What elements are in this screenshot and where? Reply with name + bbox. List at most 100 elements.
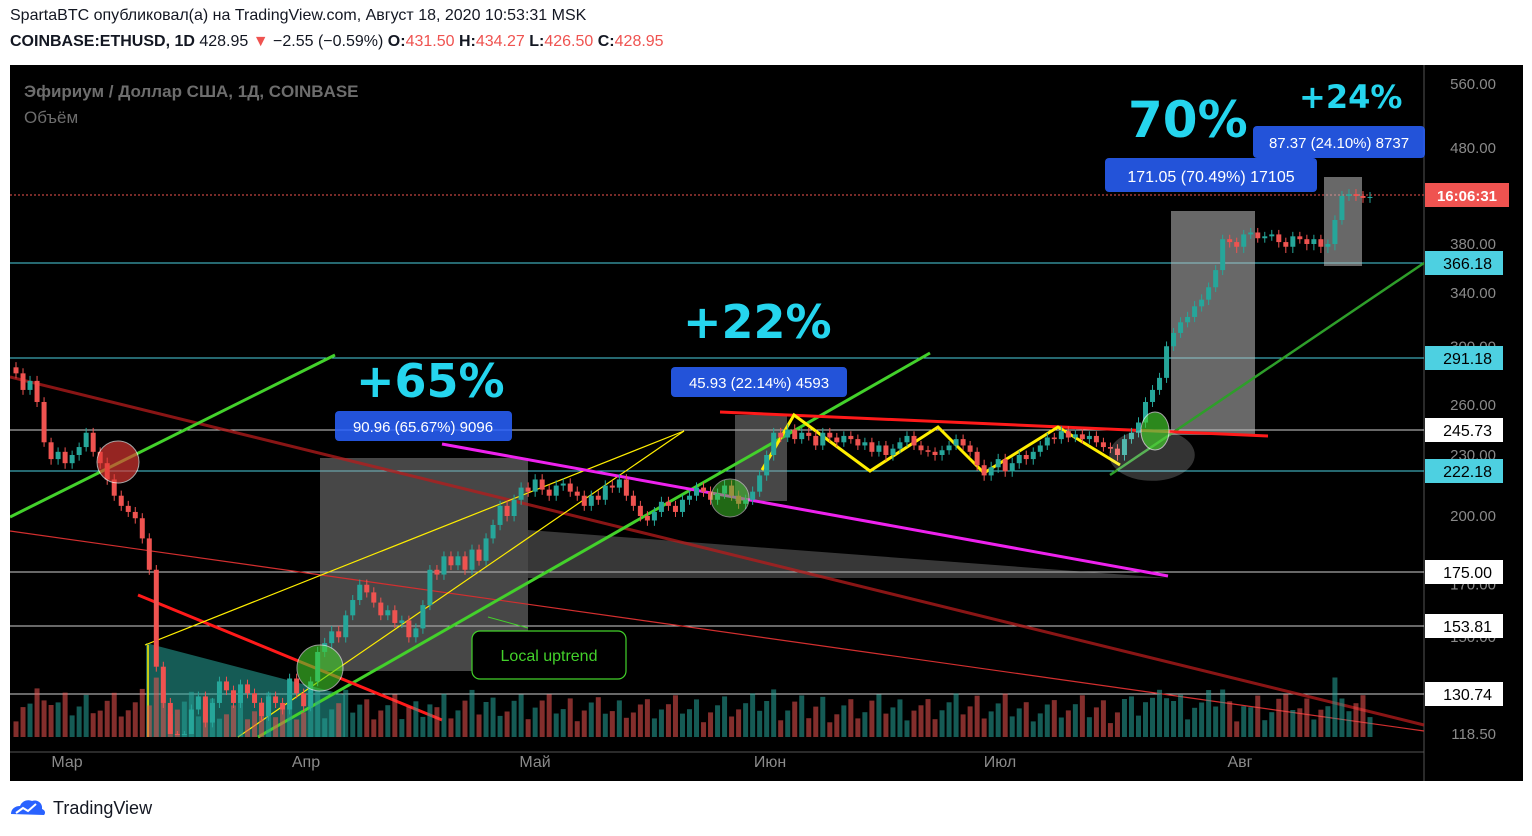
volume-bar [329, 709, 335, 737]
candle-body [1100, 442, 1106, 448]
candle-body [1143, 401, 1149, 423]
candle-body [308, 681, 314, 707]
candle-body [1332, 220, 1338, 244]
volume-bar [869, 700, 875, 737]
candle-body [273, 696, 279, 703]
volume-bar [139, 688, 145, 737]
low-value: 426.50 [544, 33, 594, 50]
open-label: O: [387, 33, 406, 50]
volume-bar [778, 720, 784, 737]
candle-body [1016, 455, 1022, 464]
high-value: 434.27 [475, 33, 525, 50]
volume-bar [1304, 698, 1310, 737]
gain-label-22: +22% [683, 295, 832, 349]
candle-body [1227, 239, 1233, 243]
candle-body [665, 501, 671, 506]
volume-bar [223, 714, 229, 737]
volume-bar [715, 705, 721, 737]
volume-bar [1065, 710, 1071, 737]
chart-panel[interactable]: Эфириум / Доллар США, 1Д, COINBASE Объём… [10, 65, 1523, 781]
candle-body [708, 491, 714, 500]
volume-bar [245, 719, 251, 737]
footer-brand[interactable]: TradingView [8, 797, 152, 819]
pennant-shade [528, 530, 1168, 578]
volume-bar [76, 706, 82, 737]
volume-bar [932, 719, 938, 737]
volume-bar [1016, 708, 1022, 737]
candle-body [188, 709, 194, 734]
measure-label-70: 171.05 (70.49%) 17105 [1105, 158, 1317, 192]
candle-body [553, 485, 559, 496]
volume-bar [1093, 707, 1099, 737]
price-axis[interactable]: 560.00480.00380.00340.00300.00260.00230.… [1450, 76, 1496, 743]
volume-bar [357, 704, 363, 737]
volume-bar [897, 699, 903, 737]
candle-body [329, 631, 335, 644]
candle-body [1037, 445, 1043, 452]
level-tag-6 [1425, 682, 1503, 706]
price-chart[interactable]: Эфириум / Доллар США, 1Д, COINBASE Объём… [10, 65, 1523, 781]
volume-bar [406, 706, 412, 737]
candles [13, 189, 1373, 735]
symbol-name[interactable]: COINBASE:ETHUSD, 1D [10, 33, 195, 50]
volume-bar [567, 698, 573, 737]
candle-body [651, 511, 657, 521]
candle-body [202, 696, 208, 723]
countdown-label: 16:06:31 [1425, 183, 1509, 207]
volume-bar [539, 700, 545, 737]
candle-body [216, 681, 222, 703]
volume-bar [195, 716, 201, 737]
volume-bar [967, 706, 973, 737]
open-value: 431.50 [405, 33, 455, 50]
green-breakout-circle-2 [710, 478, 750, 518]
down-arrow-icon: ▼ [252, 33, 269, 50]
candle-body [1157, 377, 1163, 390]
candle-body [539, 479, 545, 490]
volume-bar [813, 706, 819, 737]
candle-body [1283, 242, 1289, 247]
volume-bar [637, 704, 643, 737]
green-breakout-circle-3 [1140, 411, 1170, 451]
candle-body [350, 600, 356, 616]
candle-body [1079, 434, 1085, 440]
major-downtrend-line [10, 375, 1425, 727]
volume-bar [806, 718, 812, 737]
candle-body [609, 485, 615, 488]
symbol-bar: COINBASE:ETHUSD, 1D 428.95 ▼ −2.55 (−0.5… [10, 33, 664, 51]
candle-body [750, 491, 756, 500]
volume-bar [392, 694, 398, 737]
volume-bar [294, 719, 300, 737]
candle-body [644, 516, 650, 521]
candle-body [686, 495, 692, 500]
volume-bar [308, 700, 314, 737]
gain-label-65: +65% [356, 354, 505, 408]
level-label-6: 130.74 [1443, 687, 1492, 704]
candle-body [1199, 299, 1205, 307]
volume-bar [483, 702, 489, 737]
candle-body [413, 628, 419, 638]
candle-body [476, 549, 482, 561]
candle-body [792, 429, 798, 440]
time-axis[interactable]: Мар Апр Май Июн Июл Авг [51, 754, 1252, 771]
volume-bar [1086, 717, 1092, 737]
candle-body [223, 681, 229, 691]
volume-bar [1037, 713, 1043, 737]
volume-bar [1044, 704, 1050, 737]
volume-bar [553, 713, 559, 737]
volume-bar [132, 702, 138, 737]
measure-box-70 [1171, 211, 1255, 435]
candle-body [1241, 234, 1247, 247]
level-label-5: 153.81 [1443, 619, 1492, 636]
candle-body [420, 605, 426, 629]
volume-bar [216, 718, 222, 737]
candle-body [266, 696, 272, 717]
magenta-resistance-line [441, 442, 1169, 578]
wedge-top-line [137, 593, 443, 722]
green-breakout-circle-1 [296, 644, 344, 692]
volume-bar [981, 718, 987, 737]
volume-bar [616, 700, 622, 737]
volume-bar [1157, 689, 1163, 737]
volume-bar [427, 704, 433, 737]
price-change: −2.55 (−0.59%) [273, 33, 384, 50]
volume-bar [792, 701, 798, 737]
